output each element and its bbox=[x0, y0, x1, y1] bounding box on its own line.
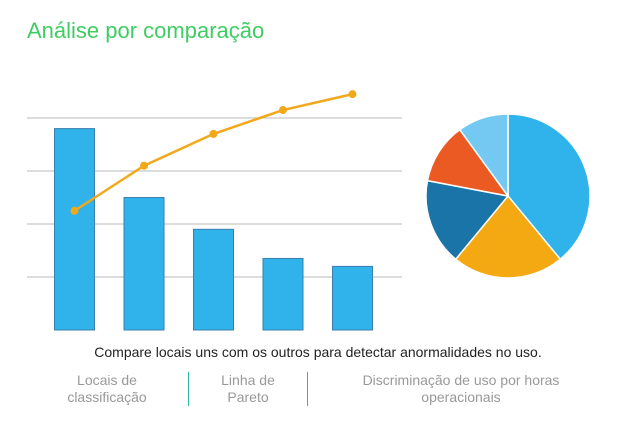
tab-pareto-line1: Linha de bbox=[221, 372, 275, 388]
bar bbox=[332, 265, 373, 331]
line-point bbox=[209, 129, 218, 138]
bar bbox=[262, 257, 304, 331]
pie-slice bbox=[507, 113, 591, 261]
chart-description: Compare locais uns com os outros para de… bbox=[94, 344, 542, 360]
tab-pareto-line[interactable]: Linha de Pareto bbox=[205, 372, 291, 406]
bar bbox=[123, 197, 165, 331]
tab-pareto-line2: Pareto bbox=[227, 389, 269, 405]
line-point bbox=[140, 161, 148, 170]
bar bbox=[193, 228, 234, 331]
pie-slice bbox=[426, 128, 510, 198]
tab-divider bbox=[188, 372, 189, 406]
line-point bbox=[279, 106, 287, 115]
bar bbox=[54, 128, 95, 331]
tab-usage-breakdown[interactable]: Discriminação de uso por horas operacion… bbox=[336, 372, 586, 406]
tab-usage-line1: Discriminação de uso por horas bbox=[362, 372, 560, 388]
pie-slice bbox=[425, 179, 510, 261]
tab-divider bbox=[307, 372, 308, 406]
tab-ranking-locations[interactable]: Locais de classificação bbox=[47, 372, 167, 406]
line-point bbox=[70, 206, 79, 215]
pie-slice bbox=[458, 113, 509, 199]
page-title: Análise por comparação bbox=[27, 18, 265, 43]
option-tabs: Locais de classificação Linha de Pareto … bbox=[0, 372, 636, 408]
tab-ranking-line2: classificação bbox=[67, 389, 147, 405]
line-point bbox=[348, 90, 357, 99]
tab-usage-line2: operacionais bbox=[421, 389, 501, 405]
tab-ranking-line1: Locais de bbox=[77, 372, 137, 388]
pie-slice bbox=[454, 194, 562, 279]
